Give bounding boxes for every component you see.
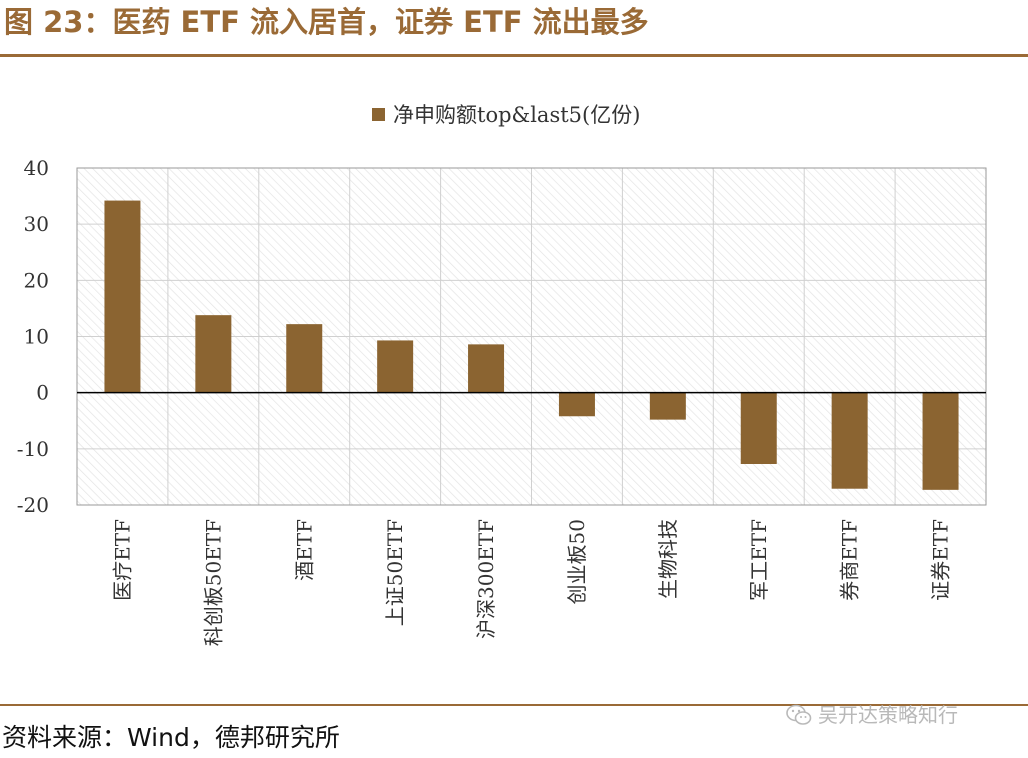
legend-label: 净申购额top&last5(亿份) xyxy=(393,103,641,127)
x-tick-label: 证券ETF xyxy=(929,519,953,601)
bar xyxy=(286,324,323,393)
plot-border xyxy=(76,167,987,506)
x-tick-label: 酒ETF xyxy=(292,519,316,581)
bar xyxy=(468,344,505,393)
bar xyxy=(558,392,595,417)
bottom-rule xyxy=(0,704,1028,706)
bar xyxy=(195,315,232,393)
bar xyxy=(922,392,959,490)
bar xyxy=(649,392,686,420)
x-tick-label: 生物科技 xyxy=(656,519,680,599)
x-tick-label: 创业板50 xyxy=(565,519,589,604)
bar xyxy=(377,340,414,393)
top-rule xyxy=(0,54,1028,57)
bar xyxy=(104,200,141,393)
x-tick-label: 沪深300ETF xyxy=(474,519,498,639)
x-tick-label: 券商ETF xyxy=(838,519,862,601)
y-tick-label: 20 xyxy=(24,268,49,292)
source-note: 资料来源：Wind，德邦研究所 xyxy=(2,723,340,752)
y-tick-label: -20 xyxy=(17,493,49,517)
watermark-text: 吴开达策略知行 xyxy=(818,703,958,727)
y-tick-label: -10 xyxy=(17,437,49,461)
watermark: 吴开达策略知行 xyxy=(786,700,958,730)
y-tick-label: 30 xyxy=(24,212,49,236)
x-tick-label: 军工ETF xyxy=(747,519,771,601)
bar xyxy=(831,392,868,489)
bar-chart: 40 30 20 10 0 -10 -20 医疗ETF 科创板50ETF 酒ETF 上证50ETF 沪… xyxy=(17,156,987,646)
x-tick-label: 科创板50ETF xyxy=(201,519,225,646)
wechat-icon xyxy=(786,704,812,725)
x-tick-label: 医疗ETF xyxy=(110,519,134,601)
chart-legend: 净申购额top&last5(亿份) xyxy=(372,100,640,128)
figure-title: 图 23：医药 ETF 流入居首，证券 ETF 流出最多 xyxy=(4,5,649,39)
y-tick-label: 0 xyxy=(36,381,49,405)
x-tick-label: 上证50ETF xyxy=(383,519,407,626)
y-tick-label: 40 xyxy=(24,156,49,180)
y-tick-label: 10 xyxy=(24,325,49,349)
legend-swatch xyxy=(372,107,385,121)
bar xyxy=(740,392,777,464)
